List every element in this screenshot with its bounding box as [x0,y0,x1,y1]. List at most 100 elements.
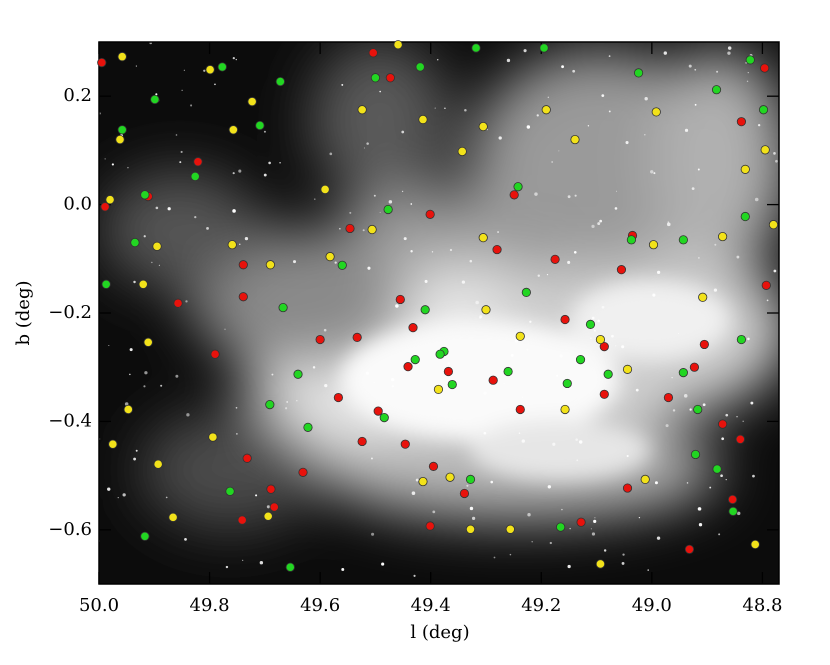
source-point [481,305,491,315]
source-point [595,559,606,569]
star [483,431,487,435]
source-point [368,48,378,58]
star [232,209,236,213]
source-point [736,117,747,127]
source-point [521,287,531,298]
star [403,237,407,241]
source-point [193,157,203,167]
star [677,332,679,334]
star [401,130,405,134]
source-point [616,265,627,275]
source-point [648,240,659,250]
source-point [138,279,148,289]
star [773,269,777,273]
source-point [712,464,722,474]
source-point [492,244,502,255]
source-point [420,305,430,315]
source-point [383,204,393,215]
source-point [633,68,644,78]
star [638,516,641,519]
star [561,508,563,511]
star [181,89,183,91]
star [268,161,271,165]
star [697,168,700,171]
star [551,161,554,163]
source-point [265,399,275,410]
star [621,561,625,565]
star [242,559,244,562]
star [471,516,476,521]
star [534,192,538,196]
star [235,432,238,435]
source-point [433,384,444,395]
star [597,319,600,323]
source-point [337,260,347,270]
star [379,90,381,93]
x-tick-label: 49.8 [190,595,230,616]
star [447,362,451,365]
star [373,381,375,384]
y-tick-label: −0.4 [48,410,92,431]
source-point [373,406,383,416]
source-point [210,349,220,359]
star [552,442,556,446]
star [773,152,776,155]
source-point [418,476,428,487]
source-point [503,366,513,377]
star [526,348,529,351]
source-point [367,224,377,235]
star [531,541,533,543]
star [509,553,512,556]
star [255,494,258,497]
star [666,222,671,227]
star [611,334,614,338]
star [312,366,316,369]
source-point [425,521,435,531]
source-point [758,105,769,115]
star [449,248,453,252]
source-point [560,404,570,415]
source-point [400,439,410,449]
star [180,150,183,154]
star [165,496,168,499]
star [469,259,473,263]
star [547,96,550,99]
star [183,69,185,71]
source-point [325,252,335,262]
star [151,261,153,264]
source-point [768,220,779,230]
star [527,513,531,517]
star [656,536,661,540]
star [391,377,395,382]
star [104,158,106,160]
star [654,481,658,485]
star [694,68,697,71]
star [747,337,750,341]
y-tick-label: −0.6 [48,519,92,540]
y-tick-label: 0.2 [63,85,92,106]
source-point [217,62,227,72]
x-tick-label: 50.0 [79,595,119,616]
star [752,474,755,478]
source-point [105,195,115,205]
star [367,266,371,270]
star [475,300,479,305]
star [626,454,629,458]
star [411,491,416,495]
star [483,391,487,395]
star [688,64,692,68]
star [635,388,639,392]
star [362,229,365,232]
star [536,114,539,117]
star [725,478,727,481]
star [727,51,731,55]
x-tick-label: 48.8 [742,595,782,616]
star [214,83,216,86]
star [464,108,467,112]
star [603,549,607,552]
star [235,58,237,61]
star [736,416,738,418]
star [107,487,111,491]
star [574,194,577,197]
star [349,211,352,214]
